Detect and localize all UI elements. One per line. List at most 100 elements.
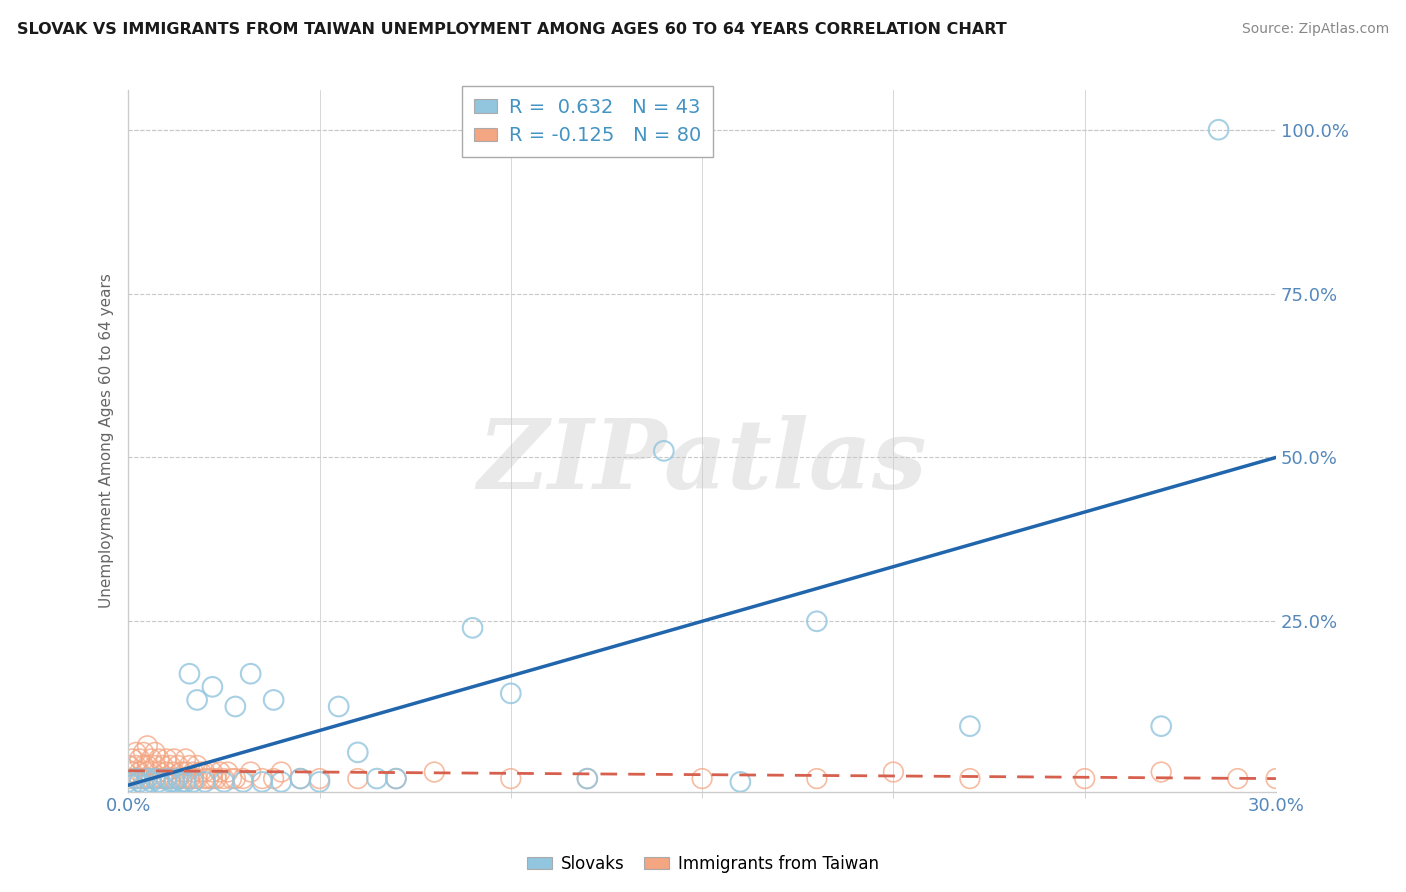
Point [197,772,219,786]
Point [652,443,675,458]
Point [143,772,166,786]
Point [132,772,155,786]
Text: ZIPatlas: ZIPatlas [477,415,927,509]
Point [152,772,174,786]
Point [170,772,193,786]
Point [205,772,228,786]
Point [232,772,254,786]
Point [132,758,155,772]
Point [136,772,159,786]
Point [128,765,150,780]
Point [882,765,904,780]
Point [576,772,599,786]
Point [730,775,752,789]
Point [499,686,522,700]
Point [1265,772,1288,786]
Point [201,772,224,786]
Point [194,775,217,789]
Point [125,772,148,786]
Point [128,752,150,766]
Point [128,772,150,786]
Point [270,765,292,780]
Point [232,775,254,789]
Point [163,775,186,789]
Point [136,758,159,772]
Point [224,699,246,714]
Point [263,772,285,786]
Point [141,772,163,786]
Point [159,758,181,772]
Point [959,772,981,786]
Point [328,699,350,714]
Point [128,775,150,789]
Point [576,772,599,786]
Point [1226,772,1249,786]
Point [121,765,143,780]
Point [1208,122,1230,136]
Point [152,758,174,772]
Point [186,772,208,786]
Point [209,765,232,780]
Point [121,778,143,792]
Point [194,765,217,780]
Point [155,772,177,786]
Point [136,772,159,786]
Point [461,621,484,635]
Point [141,752,163,766]
Point [143,758,166,772]
Point [179,666,201,681]
Point [1150,765,1173,780]
Point [181,772,204,786]
Point [170,775,193,789]
Point [167,772,190,786]
Point [190,765,212,780]
Point [250,772,273,786]
Point [148,765,170,780]
Point [270,775,292,789]
Point [152,778,174,792]
Point [346,745,368,759]
Point [174,772,197,786]
Point [136,739,159,753]
Point [290,772,312,786]
Point [1150,719,1173,733]
Point [174,752,197,766]
Point [366,772,388,786]
Point [125,772,148,786]
Point [181,765,204,780]
Point [141,775,163,789]
Point [143,745,166,759]
Point [346,772,368,786]
Legend: Slovaks, Immigrants from Taiwan: Slovaks, Immigrants from Taiwan [520,848,886,880]
Point [155,772,177,786]
Point [806,772,828,786]
Point [155,765,177,780]
Point [263,693,285,707]
Point [117,775,139,789]
Point [148,772,170,786]
Point [179,758,201,772]
Point [385,772,408,786]
Point [186,758,208,772]
Point [201,765,224,780]
Point [224,772,246,786]
Point [1073,772,1095,786]
Point [143,772,166,786]
Point [201,680,224,694]
Point [239,765,262,780]
Point [690,772,713,786]
Legend: R =  0.632   N = 43, R = -0.125   N = 80: R = 0.632 N = 43, R = -0.125 N = 80 [463,86,713,157]
Point [308,772,330,786]
Point [148,752,170,766]
Point [167,758,190,772]
Point [117,758,139,772]
Point [174,765,197,780]
Point [159,772,181,786]
Point [163,765,186,780]
Point [221,772,243,786]
Point [174,775,197,789]
Y-axis label: Unemployment Among Ages 60 to 64 years: Unemployment Among Ages 60 to 64 years [100,274,114,608]
Point [217,765,239,780]
Point [117,772,139,786]
Point [499,772,522,786]
